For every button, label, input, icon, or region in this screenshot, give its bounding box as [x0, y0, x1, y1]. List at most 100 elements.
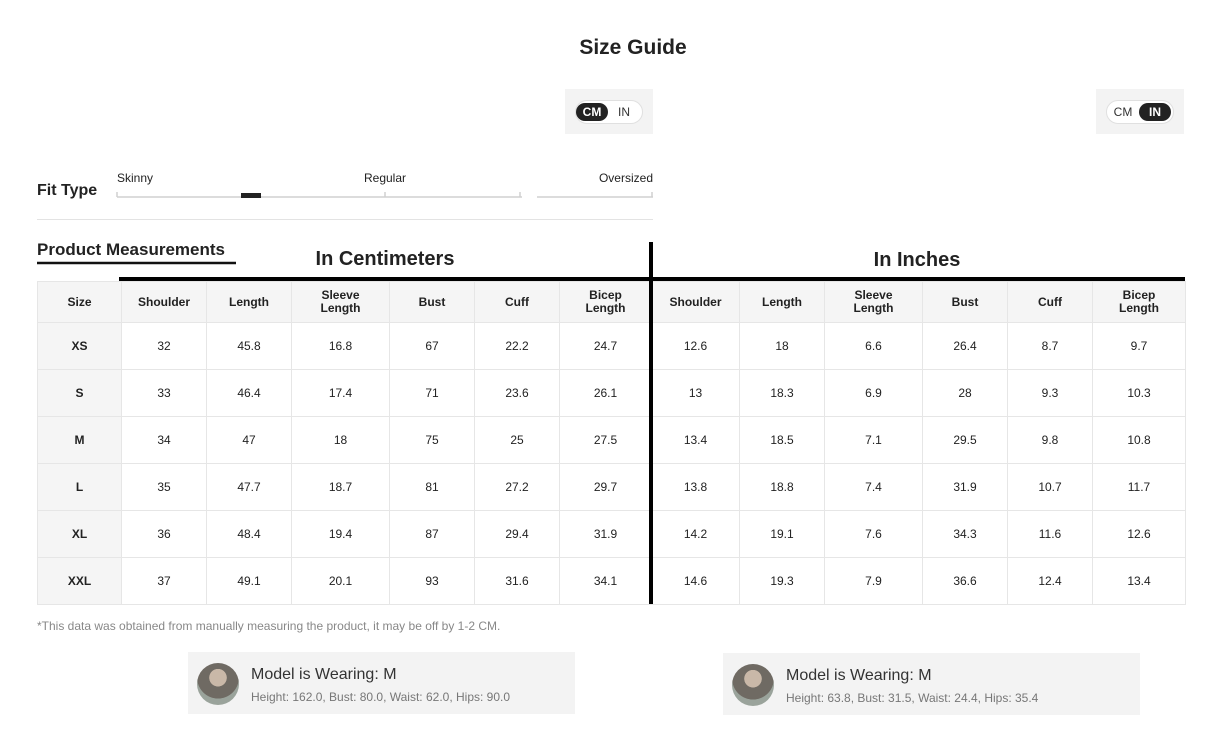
table-cell: 29.5	[922, 416, 1008, 464]
fit-scale-label: Skinny	[117, 171, 154, 185]
table-row: M 34 47 18 75 25 27.5 13.4 18.5 7.1 29.5 9.8 10.8	[37, 416, 1186, 464]
model-card: Model is Wearing: M Height: 63.8, Bust: …	[723, 653, 1140, 715]
table-cell: Length	[739, 281, 825, 323]
table-cell: 17.4	[291, 369, 390, 417]
table-cell: 10.8	[1092, 416, 1186, 464]
table-cell: L	[37, 463, 122, 511]
table-cell: 27.2	[474, 463, 560, 511]
table-cell: XS	[37, 322, 122, 370]
table-cell: 13	[651, 369, 740, 417]
model-avatar	[732, 664, 774, 706]
table-cell: 13.8	[651, 463, 740, 511]
table-cell: 22.2	[474, 322, 560, 370]
toggle-option[interactable]: CM	[576, 103, 608, 121]
fit-slider	[116, 192, 653, 198]
table-cell: 14.6	[651, 557, 740, 605]
toggle-option[interactable]: IN	[618, 105, 630, 119]
table-cell: 23.6	[474, 369, 560, 417]
toggle-pill: CM IN	[1106, 100, 1174, 124]
table-cell: 7.6	[824, 510, 923, 558]
table-cell: 10.3	[1092, 369, 1186, 417]
table-cell: 75	[389, 416, 475, 464]
toggle-option[interactable]: IN	[1139, 103, 1171, 121]
title: Size Guide	[579, 36, 687, 59]
table-cell: 19.1	[739, 510, 825, 558]
table-cell: 81	[389, 463, 475, 511]
table-cell: 27.5	[559, 416, 652, 464]
table-cell: Bicep Length	[559, 281, 652, 323]
table-cell: 37	[121, 557, 207, 605]
table-cell: 13.4	[651, 416, 740, 464]
table-cell: Length	[206, 281, 292, 323]
header-row: Size Shoulder Length Sleeve Length Bust Cuff B…	[37, 281, 1186, 323]
table-cell: Cuff	[1007, 281, 1093, 323]
table-cell: 34.1	[559, 557, 652, 605]
fit-scale-label: Regular	[363, 171, 407, 185]
table-cell: 28	[922, 369, 1008, 417]
table-cell: 10.7	[1007, 463, 1093, 511]
table-cell: 26.1	[559, 369, 652, 417]
table-cell: Bicep Length	[1092, 281, 1186, 323]
table-cell: Bust	[922, 281, 1008, 323]
table-cell: 29.4	[474, 510, 560, 558]
table-cell: 18	[739, 322, 825, 370]
table-cell: 18.7	[291, 463, 390, 511]
table-cell: 12.6	[651, 322, 740, 370]
table-cell: 36	[121, 510, 207, 558]
group-title: In Inches	[873, 249, 961, 271]
table-cell: 19.4	[291, 510, 390, 558]
table-cell: 25	[474, 416, 560, 464]
table-cell: 36.6	[922, 557, 1008, 605]
table-cell: Size	[37, 281, 122, 323]
toggle-option[interactable]: CM	[1113, 105, 1133, 119]
table-cell: 47	[206, 416, 292, 464]
table-row: L 35 47.7 18.7 81 27.2 29.7 13.8 18.8 7.4 31.9 10.7…	[37, 463, 1186, 511]
table-cell: 31.9	[922, 463, 1008, 511]
table-cell: 6.9	[824, 369, 923, 417]
table-cell: 13.4	[1092, 557, 1186, 605]
section-title: Product Measurements	[37, 240, 225, 259]
table-cell: 18	[291, 416, 390, 464]
table-cell: XL	[37, 510, 122, 558]
unit-toggle: CM IN	[565, 89, 653, 134]
table-cell: Bust	[389, 281, 475, 323]
table-row: XS 32 45.8 16.8 67 22.2 24.7 12.6 18 6.6 26.4 8.7 9.…	[37, 322, 1186, 370]
table-cell: Sleeve Length	[824, 281, 923, 323]
table-cell: Cuff	[474, 281, 560, 323]
table-cell: 12.6	[1092, 510, 1186, 558]
table-cell: 18.5	[739, 416, 825, 464]
table-row: XXL 37 49.1 20.1 93 31.6 34.1 14.6 19.3 7.9 36.6 12…	[37, 557, 1186, 605]
table-cell: 33	[121, 369, 207, 417]
table-cell: 7.9	[824, 557, 923, 605]
table-cell: 11.6	[1007, 510, 1093, 558]
group-title: In Centimeters	[315, 248, 455, 270]
table-cell: 29.7	[559, 463, 652, 511]
table-cell: 35	[121, 463, 207, 511]
table-cell: XXL	[37, 557, 122, 605]
table-cell: 34	[121, 416, 207, 464]
table-row: S 33 46.4 17.4 71 23.6 26.1 13 18.3 6.9 28 9.3 10.3	[37, 369, 1186, 417]
table-cell: 71	[389, 369, 475, 417]
table-cell: 45.8	[206, 322, 292, 370]
model-details: Height: 63.8, Bust: 31.5, Waist: 24.4, H…	[786, 691, 1039, 705]
table-cell: 31.6	[474, 557, 560, 605]
table-cell: 34.3	[922, 510, 1008, 558]
table-cell: S	[37, 369, 122, 417]
model-card: Model is Wearing: M Height: 162.0, Bust:…	[188, 652, 575, 714]
table-cell: 67	[389, 322, 475, 370]
model-title: Model is Wearing: M	[786, 667, 932, 684]
table-cell: 20.1	[291, 557, 390, 605]
table-cell: 93	[389, 557, 475, 605]
table-cell: 11.7	[1092, 463, 1186, 511]
model-title: Model is Wearing: M	[251, 666, 397, 683]
fit-type-label: Fit Type	[37, 182, 98, 199]
size-table: Size Shoulder Length Sleeve Length Bust Cuff B…	[37, 281, 1186, 605]
table-cell: 31.9	[559, 510, 652, 558]
table-cell: 48.4	[206, 510, 292, 558]
table-cell: 16.8	[291, 322, 390, 370]
model-details: Height: 162.0, Bust: 80.0, Waist: 62.0, …	[251, 690, 511, 704]
table-cell: M	[37, 416, 122, 464]
table-cell: 12.4	[1007, 557, 1093, 605]
table-cell: Sleeve Length	[291, 281, 390, 323]
